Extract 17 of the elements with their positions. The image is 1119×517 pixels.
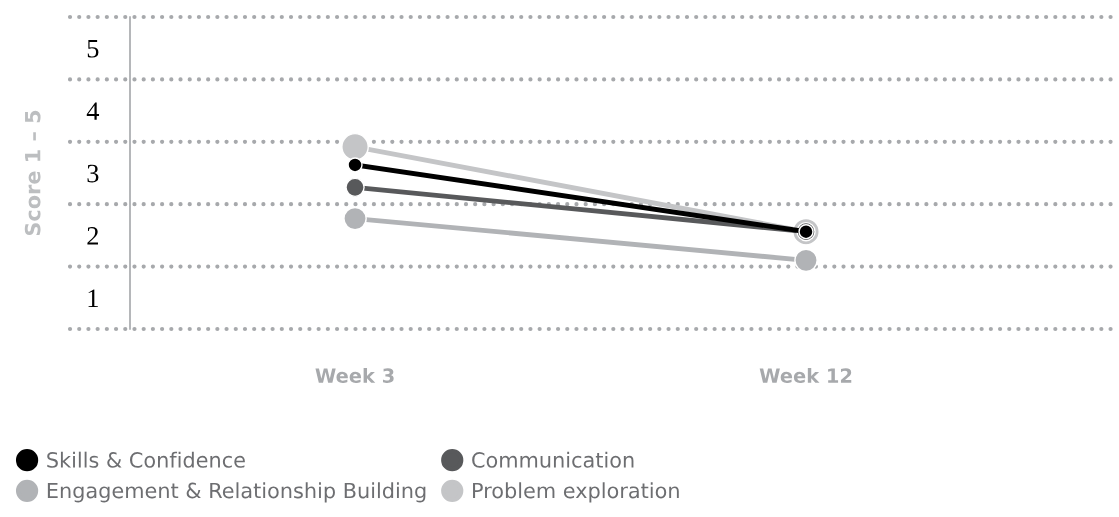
point bbox=[343, 206, 367, 231]
y-tick-label: 4 bbox=[86, 102, 100, 120]
point bbox=[345, 177, 365, 198]
y-tick-label: 2 bbox=[87, 227, 98, 245]
legend-label: Communication bbox=[472, 451, 634, 468]
x-tick-label: Week 3 bbox=[315, 367, 394, 383]
legend-label: Skills & Confidence bbox=[47, 451, 245, 468]
y-axis-title: Score 1 – 5 bbox=[24, 110, 41, 236]
y-tick-label: 3 bbox=[87, 164, 99, 183]
y-tick-label: 1 bbox=[88, 289, 98, 307]
point bbox=[794, 248, 818, 273]
legend-label: Problem exploration bbox=[473, 482, 679, 503]
legend-label: Engagement & Relationship Building bbox=[47, 482, 426, 503]
x-tick-label: Week 12 bbox=[759, 367, 852, 383]
y-tick-label: 5 bbox=[87, 40, 99, 58]
point bbox=[347, 157, 363, 173]
point bbox=[341, 132, 369, 161]
